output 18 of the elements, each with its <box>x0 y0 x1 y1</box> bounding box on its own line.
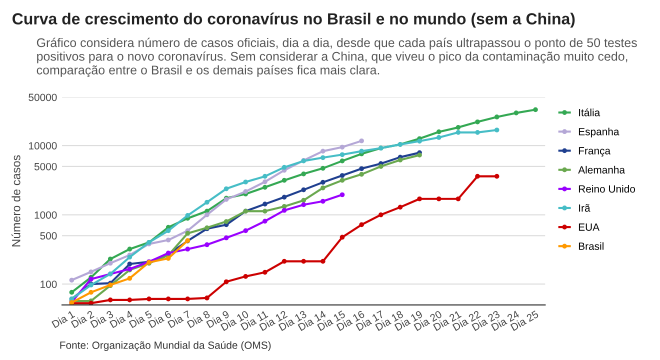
legend-label: Reino Unido <box>578 185 636 193</box>
legend-label: Espanha <box>578 128 620 138</box>
y-axis-title: Número de casos <box>12 155 20 246</box>
source-note: Fonte: Organização Mundial da Saúde (OMS) <box>60 341 271 351</box>
legend-label: Itália <box>579 108 600 116</box>
y-tick-label: 500 <box>40 232 57 240</box>
y-tick-label: 10000 <box>29 142 57 150</box>
legend-label: Irã <box>579 204 590 212</box>
legend-label: Brasil <box>578 242 604 250</box>
legend-label: Alemanha <box>578 166 626 174</box>
chart-subtitle: Gráfico considera número de casos oficiais, dia a dia, desde que cada país ultrapassou o ponto de 50 testes positivos para o novo coronavírus. Sem considerar a China, que viveu o pico da contaminação muito cedo, comparação entre o Brasil e os demais países fica mais clara. <box>36 38 637 77</box>
y-tick-label: 100 <box>40 280 57 288</box>
y-tick-label: 50000 <box>28 94 57 102</box>
y-tick-label: 5000 <box>34 162 57 170</box>
y-tick-label: 1000 <box>34 211 57 219</box>
chart-title: Curva de crescimento do coronavírus no Brasil e no mundo (sem a China) <box>12 12 575 28</box>
legend-label: EUA <box>578 224 600 231</box>
legend-label: França <box>578 147 611 157</box>
